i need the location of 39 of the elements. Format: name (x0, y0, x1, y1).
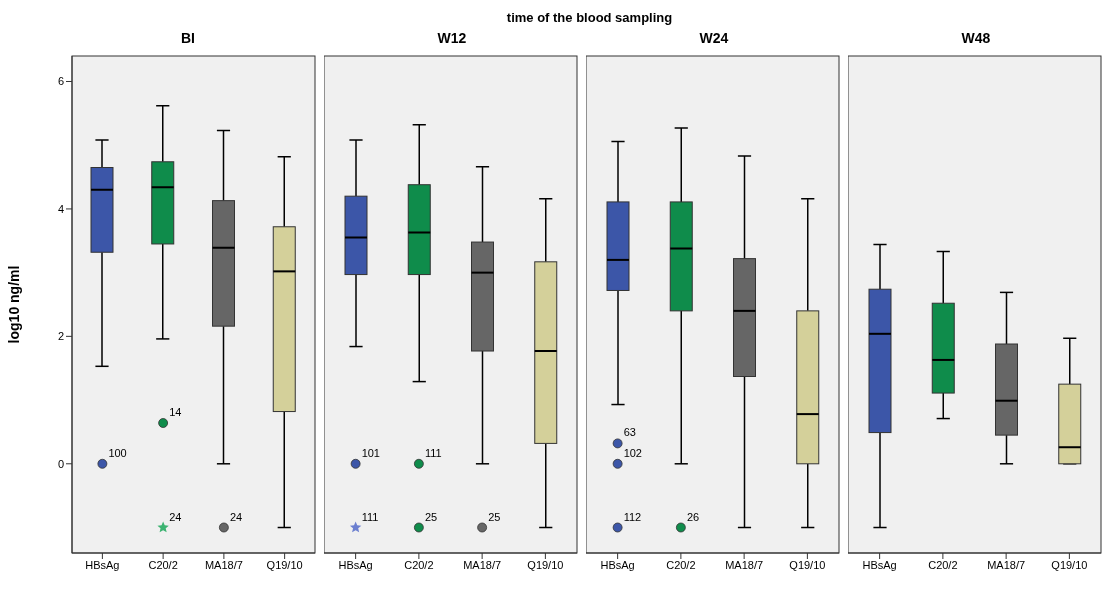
x-tick-label: C20/2 (404, 558, 434, 571)
annotation: 111 (424, 446, 442, 459)
y-tick-label: 4 (57, 202, 64, 215)
text: time of the blood sampling (505, 9, 674, 27)
y-tick-label: 0 (57, 457, 64, 470)
y-axis-title: log10 ng/ml (5, 265, 22, 344)
x-tick-label: MA18/7 (725, 558, 764, 571)
annotation: 100 (108, 446, 127, 459)
x-tick-label: HBsAg (85, 558, 120, 571)
x-tick-label: C20/2 (148, 558, 178, 571)
x-tick-label: HBsAg (338, 558, 373, 571)
x-tick-label: MA18/7 (987, 558, 1026, 571)
x-tick-label: C20/2 (928, 558, 958, 571)
y-tick-label: 2 (57, 330, 64, 343)
annotation: 24 (229, 510, 243, 523)
annotation: 112 (623, 510, 642, 523)
x-tick-label: Q19/10 (789, 558, 826, 571)
chart-title: W48 (960, 30, 992, 48)
x-tick-label: MA18/7 (204, 558, 243, 571)
annotation: 102 (623, 446, 642, 459)
chart-title: BI (180, 30, 196, 48)
annotation: 25 (488, 510, 501, 523)
annotation: 26 (686, 510, 700, 523)
y-tick-label: 6 (57, 75, 64, 88)
annotation: 24 (169, 510, 182, 523)
x-tick-label: Q19/10 (527, 558, 564, 571)
chart-title: W24 (698, 30, 730, 48)
annotation: 111 (361, 510, 379, 523)
x-tick-label: HBsAg (600, 558, 635, 571)
x-tick-label: Q19/10 (266, 558, 303, 571)
annotation: 14 (169, 406, 182, 419)
x-tick-label: Q19/10 (1051, 558, 1088, 571)
x-tick-label: C20/2 (666, 558, 696, 571)
x-tick-label: HBsAg (862, 558, 897, 571)
annotation: 25 (424, 510, 438, 523)
chart-title: W12 (436, 30, 468, 48)
annotation: 63 (623, 426, 636, 439)
x-tick-label: MA18/7 (463, 558, 502, 571)
annotation: 101 (361, 446, 380, 459)
